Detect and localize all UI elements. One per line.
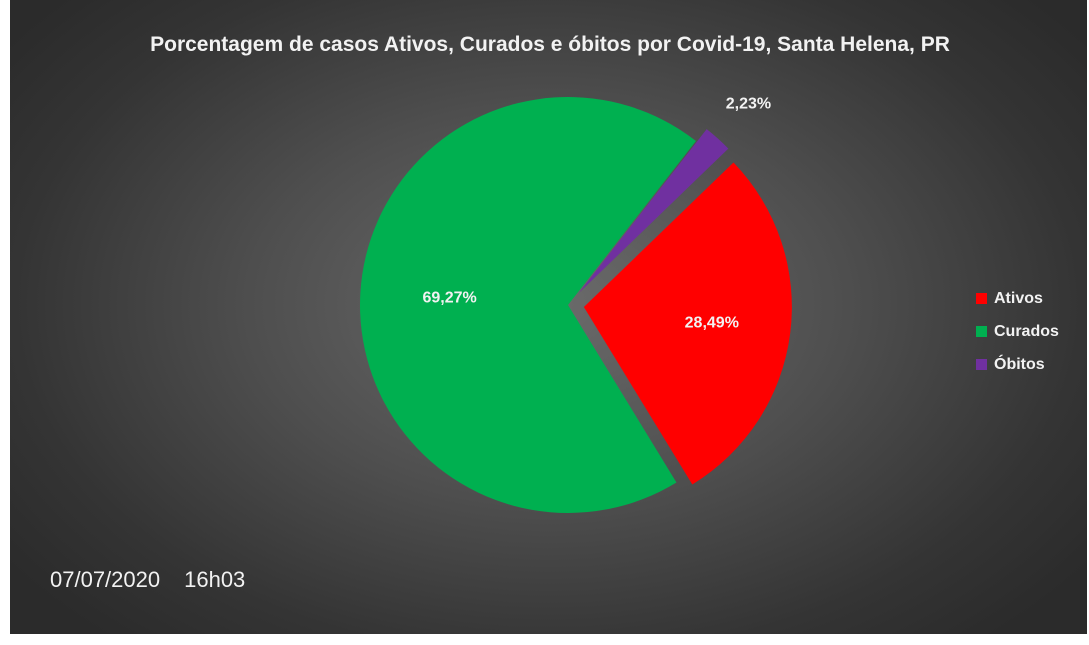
chart-title: Porcentagem de casos Ativos, Curados e ó…	[150, 33, 950, 56]
data-label-ativos: 28,49%	[685, 315, 739, 332]
legend-swatch-obitos	[976, 359, 987, 370]
legend-item-ativos: Ativos	[976, 282, 1059, 315]
chart-area: Porcentagem de casos Ativos, Curados e ó…	[10, 0, 1087, 634]
legend-label-ativos: Ativos	[994, 289, 1043, 307]
data-label-curados: 69,27%	[423, 289, 477, 306]
timestamp: 07/07/2020 16h03	[50, 567, 245, 593]
data-label-obitos: 2,23%	[726, 96, 771, 113]
legend: Ativos Curados Óbitos	[976, 282, 1059, 381]
legend-item-obitos: Óbitos	[976, 348, 1059, 381]
pie-slice-obitos	[578, 129, 729, 294]
legend-label-curados: Curados	[994, 322, 1059, 340]
timestamp-time: 16h03	[184, 567, 246, 592]
pie-slice-ativos	[583, 162, 792, 485]
legend-swatch-curados	[976, 326, 987, 337]
legend-swatch-ativos	[976, 293, 987, 304]
pie-slice-curados	[360, 97, 696, 513]
legend-label-obitos: Óbitos	[994, 355, 1045, 373]
pie-chart: 28,49% 69,27% 2,23%	[360, 96, 792, 513]
timestamp-date: 07/07/2020	[50, 567, 161, 592]
legend-item-curados: Curados	[976, 315, 1059, 348]
